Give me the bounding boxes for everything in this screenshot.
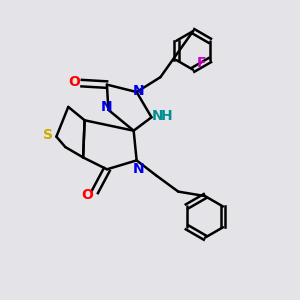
Text: S: S [43, 128, 53, 142]
Text: F: F [197, 56, 206, 70]
Text: O: O [82, 188, 94, 202]
Text: H: H [161, 110, 172, 123]
Text: N: N [132, 162, 144, 176]
Text: N: N [152, 109, 163, 123]
Text: O: O [68, 75, 80, 88]
Text: N: N [101, 100, 113, 114]
Text: N: N [132, 84, 144, 98]
